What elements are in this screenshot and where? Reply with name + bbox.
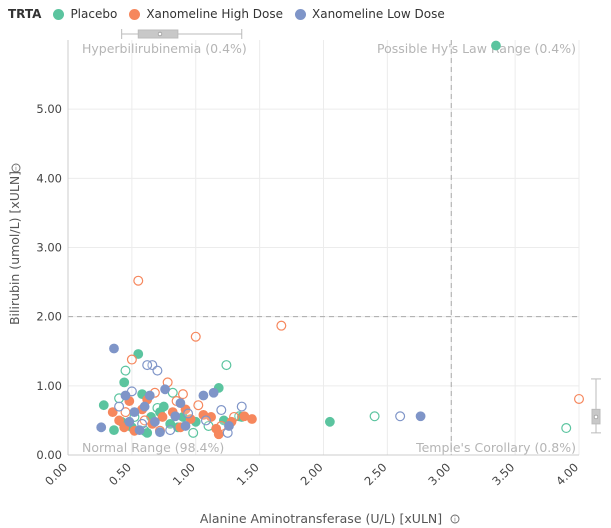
point-high-dose[interactable] — [185, 414, 196, 424]
point-low-dose[interactable] — [149, 416, 160, 427]
x-boxplot-median — [157, 31, 163, 37]
point-low-dose[interactable] — [139, 401, 150, 412]
point-high-dose[interactable] — [239, 411, 250, 422]
point-high-dose[interactable] — [213, 429, 224, 440]
point-low-dose[interactable] — [198, 390, 209, 401]
y-tick-label: 2.00 — [36, 310, 62, 324]
svg-text:i: i — [15, 166, 17, 173]
point-low-dose-open[interactable] — [200, 415, 211, 426]
x-tick-label: 4.00 — [553, 460, 581, 488]
point-high-dose[interactable] — [206, 412, 216, 422]
point-high-dose-open[interactable] — [190, 331, 201, 342]
legend-marker-low-dose — [295, 8, 306, 20]
quadrant-label-hyperbilirubinemia: Hyperbilirubinemia (0.4%) — [82, 41, 247, 56]
legend-marker-high-dose — [129, 8, 141, 20]
legend-item-high-dose[interactable]: Xanomeline High Dose — [129, 7, 283, 21]
x-axis-label: Alanine Aminotransferase (U/L) [xULN] — [200, 511, 442, 526]
point-high-dose-open[interactable] — [133, 275, 144, 286]
legend: TRTA Placebo Xanomeline High Dose Xanome… — [8, 4, 457, 24]
quadrant-label-hys-law: Possible Hy's Law Range (0.4%) — [377, 41, 576, 56]
point-low-dose[interactable] — [160, 384, 170, 395]
point-low-dose[interactable] — [109, 343, 119, 354]
point-low-dose[interactable] — [96, 422, 107, 433]
x-tick-label: 2.50 — [361, 460, 389, 488]
point-placebo[interactable] — [119, 377, 130, 388]
point-high-dose-open[interactable] — [276, 320, 287, 331]
y-axis-info-icon[interactable]: i — [11, 163, 21, 173]
point-low-dose[interactable] — [180, 421, 191, 431]
point-placebo-open[interactable] — [221, 360, 232, 371]
point-placebo[interactable] — [98, 400, 109, 411]
x-tick-label: 0.50 — [106, 460, 134, 488]
point-low-dose[interactable] — [129, 407, 140, 418]
legend-marker-placebo — [53, 8, 65, 20]
point-low-dose-open[interactable] — [152, 365, 163, 376]
quadrant-labels: Hyperbilirubinemia (0.4%) Possible Hy's … — [82, 41, 576, 455]
point-low-dose-open[interactable] — [395, 411, 406, 422]
x-axis-info-icon[interactable]: i — [450, 514, 460, 524]
point-placebo-open[interactable] — [369, 411, 380, 422]
point-low-dose-open[interactable] — [114, 401, 125, 412]
point-placebo-open[interactable] — [188, 427, 199, 438]
x-tick-label: 2.00 — [298, 460, 326, 488]
point-high-dose-open[interactable] — [573, 393, 584, 404]
point-low-dose[interactable] — [208, 387, 219, 398]
point-low-dose-open[interactable] — [165, 425, 176, 436]
point-placebo[interactable] — [158, 401, 169, 412]
point-high-dose-open[interactable] — [193, 400, 204, 411]
point-low-dose-open[interactable] — [142, 360, 153, 371]
point-low-dose[interactable] — [175, 398, 186, 409]
point-low-dose[interactable] — [224, 421, 234, 431]
point-low-dose[interactable] — [415, 411, 426, 422]
legend-item-placebo[interactable]: Placebo — [53, 7, 117, 21]
point-placebo[interactable] — [133, 349, 144, 359]
point-low-dose-open[interactable] — [183, 408, 194, 419]
quadrant-label-temples-corollary: Temple's Corollary (0.8%) — [415, 440, 576, 455]
legend-label-low-dose: Xanomeline Low Dose — [312, 7, 445, 21]
x-axis-title: Alanine Aminotransferase (U/L) [xULN] i — [200, 511, 460, 526]
point-high-dose-open[interactable] — [177, 389, 188, 400]
point-low-dose[interactable] — [144, 390, 155, 401]
point-placebo-open[interactable] — [561, 423, 572, 434]
point-low-dose[interactable] — [134, 425, 145, 436]
point-low-dose[interactable] — [170, 411, 181, 422]
x-tick-label: 3.00 — [425, 460, 453, 488]
point-high-dose-open[interactable] — [126, 354, 137, 365]
x-tick-label: 1.50 — [234, 460, 262, 488]
point-low-dose[interactable] — [120, 390, 131, 401]
y-tick-label: 3.00 — [36, 241, 62, 255]
point-high-dose[interactable] — [107, 407, 118, 418]
point-placebo[interactable] — [491, 40, 501, 51]
point-low-dose[interactable] — [124, 416, 135, 427]
point-placebo[interactable] — [109, 425, 119, 436]
legend-item-low-dose[interactable]: Xanomeline Low Dose — [295, 7, 445, 21]
point-high-dose[interactable] — [157, 412, 168, 422]
x-tick-label: 3.50 — [489, 460, 517, 488]
point-low-dose[interactable] — [155, 427, 165, 438]
y-tick-label: 0.00 — [36, 448, 62, 462]
y-axis-label: Bilirubin (umol/L) [xULN] — [7, 171, 22, 325]
marginal-boxplots — [121, 29, 601, 434]
point-placebo[interactable] — [324, 416, 335, 427]
x-tick-label: 1.00 — [170, 460, 198, 488]
reference-lines — [68, 40, 579, 455]
legend-title: TRTA — [8, 7, 42, 21]
y-tick-label: 4.00 — [36, 171, 62, 185]
point-low-dose-open[interactable] — [236, 401, 247, 412]
legend-label-high-dose: Xanomeline High Dose — [146, 7, 283, 21]
legend-label-placebo: Placebo — [70, 7, 118, 21]
y-axis-title: Bilirubin (umol/L) [xULN] i — [7, 163, 22, 325]
y-boxplot-median — [593, 414, 599, 420]
x-tick-label: 0.00 — [42, 460, 70, 488]
quadrant-label-normal-range: Normal Range (98.4%) — [82, 440, 224, 455]
point-placebo-open[interactable] — [120, 365, 131, 376]
point-high-dose[interactable] — [114, 415, 124, 426]
svg-text:i: i — [454, 517, 456, 524]
data-points — [96, 40, 584, 440]
point-low-dose-open[interactable] — [216, 405, 227, 416]
y-tick-label: 1.00 — [36, 379, 62, 393]
y-tick-label: 5.00 — [36, 102, 62, 116]
